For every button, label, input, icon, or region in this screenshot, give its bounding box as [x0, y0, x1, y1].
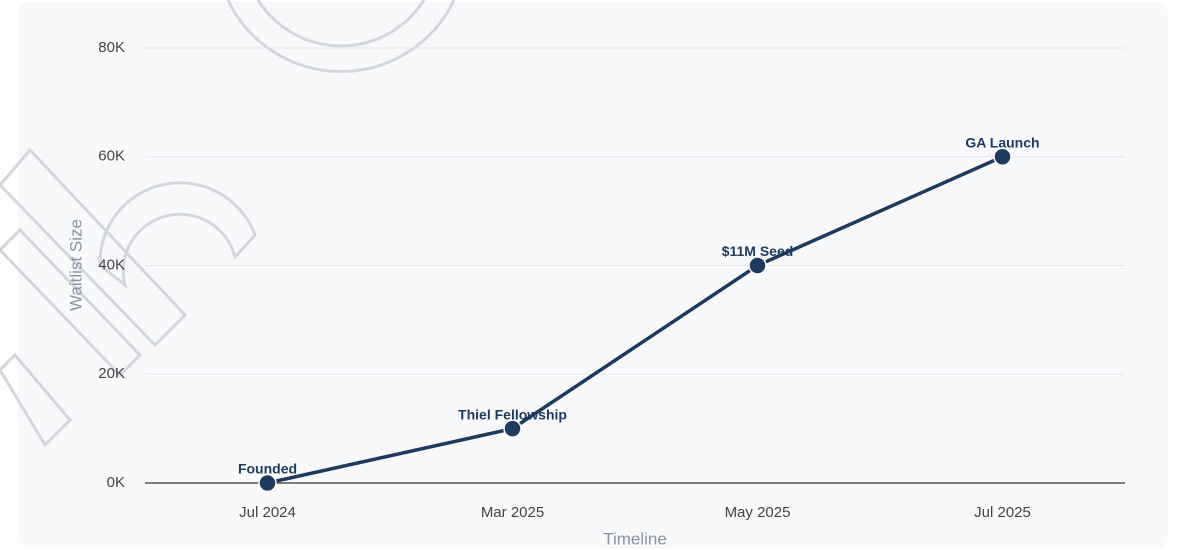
x-tick-label: Mar 2025 — [481, 504, 544, 521]
y-tick-label: 40K — [98, 256, 125, 273]
annotation: Founded — [238, 461, 297, 477]
line — [267, 155, 1004, 485]
y-axis-title: Waitlist Size — [66, 219, 85, 311]
y-tick-label: 80K — [98, 39, 125, 56]
y-tick-label: 0K — [107, 474, 125, 491]
background-decoration — [0, 0, 456, 448]
y-tick-label: 20K — [98, 365, 125, 382]
x-axis-title: Timeline — [603, 529, 667, 548]
point — [993, 147, 1012, 166]
x-tick-label: May 2025 — [725, 504, 791, 521]
point — [748, 256, 767, 275]
point — [258, 473, 277, 493]
annotation: $11M Seed — [722, 243, 794, 259]
y-tick-label: 60K — [98, 148, 125, 165]
annotation: Thiel Fellowship — [458, 406, 567, 422]
x-tick-label: Jul 2024 — [239, 504, 296, 521]
x-tick-label: Jul 2025 — [974, 504, 1031, 521]
point — [503, 419, 522, 438]
card — [18, 2, 1168, 548]
annotation: GA Launch — [965, 134, 1039, 150]
